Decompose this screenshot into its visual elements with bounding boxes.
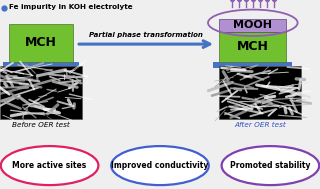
Ellipse shape: [221, 146, 319, 185]
Ellipse shape: [111, 146, 209, 185]
FancyBboxPatch shape: [219, 32, 286, 61]
Text: MOOH: MOOH: [233, 20, 272, 30]
FancyBboxPatch shape: [0, 66, 82, 119]
Text: Partial phase transformation: Partial phase transformation: [89, 31, 203, 38]
Text: After OER test: After OER test: [234, 122, 286, 128]
Text: Promoted stability: Promoted stability: [230, 161, 311, 170]
Text: More active sites: More active sites: [12, 161, 87, 170]
Text: MCH: MCH: [25, 36, 57, 49]
FancyBboxPatch shape: [9, 24, 73, 61]
FancyBboxPatch shape: [3, 61, 79, 68]
FancyBboxPatch shape: [219, 19, 286, 32]
Text: MCH: MCH: [237, 40, 269, 53]
FancyBboxPatch shape: [219, 66, 301, 119]
FancyBboxPatch shape: [213, 61, 292, 68]
Ellipse shape: [1, 146, 99, 185]
Text: Before OER test: Before OER test: [12, 122, 70, 128]
Text: Improved conductivity: Improved conductivity: [111, 161, 209, 170]
Text: Fe impurity in KOH electrolyte: Fe impurity in KOH electrolyte: [9, 5, 132, 11]
